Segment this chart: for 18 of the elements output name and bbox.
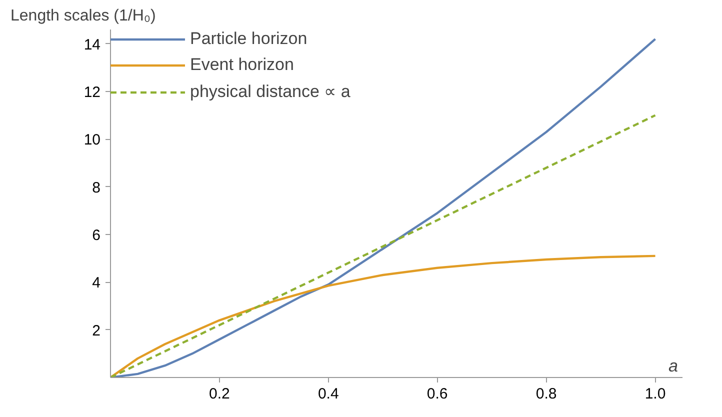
y-tick-label: 4 xyxy=(92,274,100,292)
legend-label: Particle horizon xyxy=(190,29,308,49)
x-tick-label: 0.2 xyxy=(209,386,230,402)
y-tick-label: 8 xyxy=(92,179,100,196)
y-tick-label: 10 xyxy=(84,132,101,149)
y-axis-title: Length scales (1/H₀) xyxy=(10,8,156,24)
y-tick-label: 12 xyxy=(84,84,101,101)
x-tick-label: 0.8 xyxy=(536,386,557,402)
x-axis-title: a xyxy=(668,356,678,376)
y-tick-label: 2 xyxy=(92,322,100,340)
x-tick-label: 1.0 xyxy=(644,386,666,402)
line-series xyxy=(110,254,656,378)
legend-label: Event horizon xyxy=(190,55,294,75)
y-tick-label: 14 xyxy=(84,36,101,54)
x-tick-label: 0.6 xyxy=(426,386,448,402)
legend-label: physical distance ∝ a xyxy=(190,81,350,102)
x-tick-label: 0.4 xyxy=(318,386,339,402)
y-tick-label: 6 xyxy=(92,226,100,244)
